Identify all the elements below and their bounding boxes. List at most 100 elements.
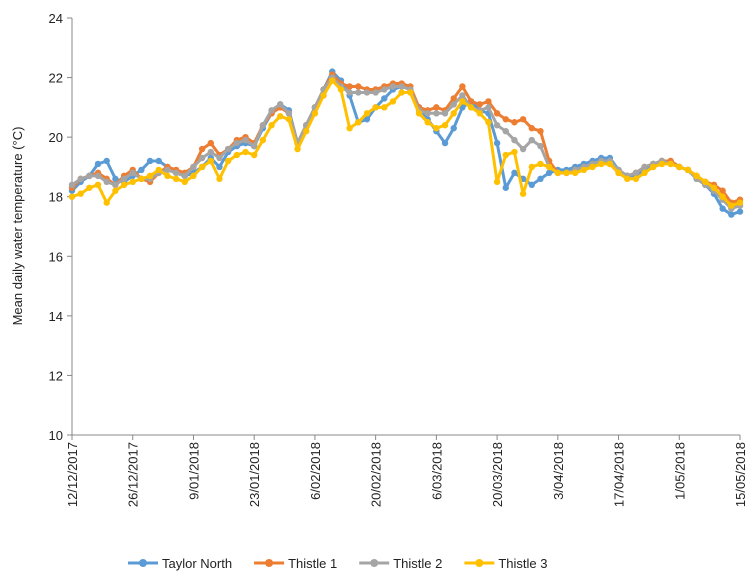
- legend-marker: [475, 559, 484, 567]
- point: [580, 166, 588, 174]
- point: [702, 178, 709, 186]
- point: [441, 110, 449, 117]
- series-line: [71, 76, 741, 211]
- point: [728, 211, 735, 218]
- y-tick-label: 10: [49, 428, 63, 443]
- point: [285, 110, 293, 117]
- point: [676, 163, 683, 171]
- point: [172, 169, 180, 177]
- point: [129, 169, 136, 177]
- point: [250, 151, 258, 159]
- point: [485, 104, 492, 111]
- point: [441, 139, 449, 147]
- point: [216, 175, 223, 183]
- x-tick-label: 6/03/2018: [429, 442, 444, 500]
- point: [407, 89, 414, 96]
- point: [693, 172, 700, 180]
- x-tick-label: 26/12/2017: [126, 442, 141, 507]
- x-tick-label: 3/04/2018: [551, 442, 566, 500]
- point: [112, 175, 119, 183]
- y-tick-label: 14: [49, 309, 63, 324]
- point: [381, 104, 388, 111]
- point: [632, 169, 640, 177]
- point: [528, 136, 535, 144]
- point: [545, 169, 553, 177]
- point: [120, 175, 128, 183]
- point: [537, 142, 544, 150]
- point: [459, 83, 466, 90]
- point: [355, 119, 362, 126]
- point: [719, 193, 726, 200]
- point: [589, 163, 596, 171]
- point: [198, 145, 206, 153]
- point: [658, 160, 666, 168]
- x-tick-label: 6/02/2018: [308, 442, 323, 500]
- point: [450, 101, 457, 108]
- point: [441, 122, 449, 129]
- point: [624, 175, 631, 183]
- point: [537, 175, 544, 183]
- point: [728, 202, 735, 209]
- point: [268, 122, 275, 129]
- point: [519, 190, 527, 197]
- point: [112, 187, 119, 194]
- y-tick-label: 12: [49, 368, 63, 383]
- point: [641, 163, 648, 171]
- point: [77, 175, 84, 183]
- point: [528, 163, 535, 171]
- x-tick-label: 20/02/2018: [369, 442, 384, 507]
- point: [493, 139, 501, 147]
- point: [146, 172, 154, 180]
- x-tick-label: 1/05/2018: [672, 442, 687, 500]
- legend-label: Thistle 2: [393, 556, 442, 571]
- point: [207, 139, 215, 147]
- point: [528, 125, 535, 132]
- point: [86, 172, 93, 180]
- point: [242, 136, 249, 144]
- point: [667, 160, 674, 168]
- point: [545, 163, 553, 171]
- point: [138, 166, 145, 174]
- y-axis-label: Mean daily water temperature (°C): [10, 127, 25, 326]
- point: [493, 122, 501, 129]
- point: [190, 172, 197, 180]
- point: [537, 160, 544, 168]
- point: [337, 86, 345, 93]
- point: [476, 101, 483, 108]
- point: [615, 169, 622, 177]
- point: [103, 157, 110, 165]
- point: [389, 98, 397, 105]
- point: [433, 110, 440, 117]
- point: [502, 151, 509, 159]
- point: [346, 89, 353, 96]
- point: [381, 95, 388, 102]
- y-tick-label: 16: [49, 249, 63, 264]
- point: [597, 160, 605, 168]
- point: [181, 172, 188, 180]
- point: [68, 181, 76, 188]
- point: [563, 169, 570, 177]
- point: [398, 83, 405, 90]
- point: [172, 175, 180, 183]
- legend-marker: [139, 559, 147, 567]
- point: [224, 157, 232, 165]
- point: [207, 157, 215, 165]
- x-tick-label: 17/04/2018: [612, 442, 627, 507]
- point: [537, 127, 544, 135]
- point: [294, 145, 301, 153]
- point: [511, 119, 518, 126]
- legend-label: Thistle 3: [498, 556, 547, 571]
- point: [519, 116, 527, 123]
- point: [103, 178, 110, 186]
- x-tick-label: 9/01/2018: [186, 442, 201, 500]
- point: [164, 172, 171, 180]
- point: [198, 154, 206, 162]
- point: [424, 119, 431, 126]
- point: [719, 187, 726, 194]
- point: [355, 89, 362, 96]
- point: [155, 166, 162, 174]
- series-line: [71, 79, 741, 208]
- point: [372, 89, 379, 96]
